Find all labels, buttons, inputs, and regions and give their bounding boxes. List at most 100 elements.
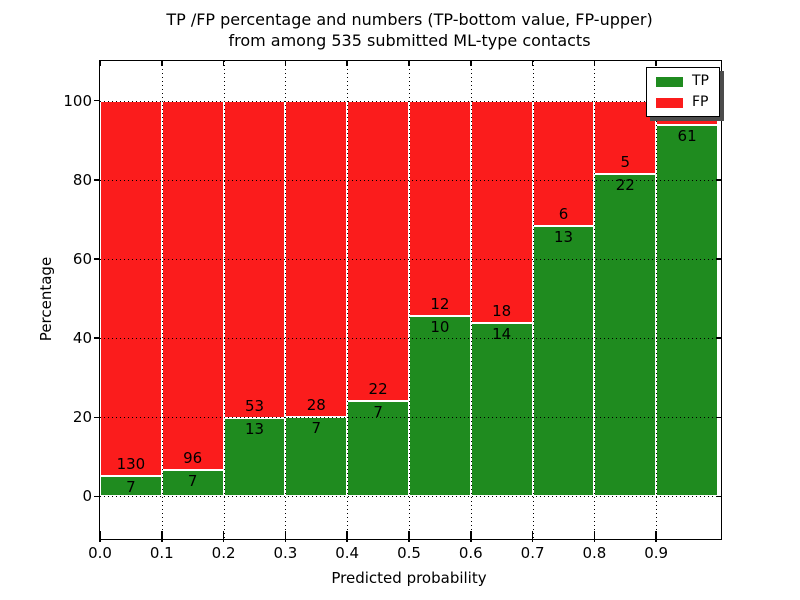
y-tick-inner-right: [716, 416, 721, 418]
gridline-vertical: [409, 61, 410, 539]
gridline-vertical: [347, 61, 349, 539]
fp-count-label: 12: [430, 295, 450, 314]
tp-count-label: 7: [373, 402, 383, 421]
y-tick: [94, 99, 99, 102]
bar-segment-tp: [223, 418, 286, 497]
y-tick: [94, 337, 99, 339]
fp-count-label: 28: [306, 396, 326, 415]
x-tick: [655, 536, 657, 542]
x-tick: [593, 536, 596, 542]
x-tick-inner-top: [161, 61, 163, 66]
bar-segment-tp: [100, 476, 162, 497]
x-tick-inner-bottom: [593, 531, 596, 536]
fp-count-label: 130: [116, 455, 146, 474]
tp-count-label: 61: [677, 126, 697, 145]
x-tick-label: 0.5: [397, 544, 421, 562]
y-tick-label: 100: [63, 91, 92, 110]
y-tick-label: 80: [72, 170, 92, 189]
tp-count-label: 7: [311, 419, 322, 438]
bar-segment-tp: [470, 323, 533, 497]
tp-count-label: 7: [126, 478, 136, 497]
bar-segment-tp: [409, 316, 471, 497]
legend-entry-fp: FP: [656, 95, 709, 110]
x-tick-inner-top: [593, 61, 596, 66]
bar-segment-tp: [532, 225, 595, 497]
x-tick-inner-bottom: [655, 531, 657, 536]
bar-segment-fp: [409, 100, 471, 317]
bar-segment-tp: [594, 173, 657, 497]
x-tick-label: 0.0: [88, 544, 112, 562]
gridline-vertical: [656, 61, 658, 539]
gridline-horizontal: [100, 100, 721, 102]
x-tick-inner-top: [408, 61, 410, 66]
gridline-vertical: [532, 61, 534, 539]
gridline-vertical: [470, 61, 472, 539]
fp-count-label: 6: [558, 204, 569, 223]
fp-count-label: 53: [244, 397, 265, 416]
fp-count-label: 22: [368, 379, 388, 398]
x-tick-inner-bottom: [408, 531, 410, 536]
gridline-vertical: [594, 61, 596, 539]
tp-count-label: 10: [430, 318, 450, 337]
fp-swatch-icon: [656, 97, 683, 108]
bar-segment-tp: [656, 124, 718, 497]
y-tick: [94, 416, 99, 418]
gridline-horizontal: [100, 179, 721, 181]
bar-segment-fp: [532, 100, 595, 226]
x-tick: [161, 536, 163, 542]
x-tick-label: 0.8: [582, 544, 607, 562]
tp-count-label: 22: [615, 175, 635, 194]
gridline-vertical: [161, 61, 163, 539]
x-tick-label: 0.4: [335, 544, 360, 562]
x-tick-inner-top: [222, 61, 225, 66]
y-tick: [94, 495, 99, 498]
y-tick-label: 0: [82, 487, 92, 506]
bar-segment-fp: [100, 100, 162, 477]
x-tick-label: 0.2: [211, 544, 236, 562]
x-tick: [408, 536, 410, 542]
y-tick-inner-right: [716, 337, 721, 339]
y-tick-inner-right: [716, 179, 721, 181]
y-tick-inner-right: [716, 495, 721, 498]
legend-entry-tp: TP: [656, 74, 709, 89]
x-tick: [222, 536, 225, 542]
y-tick: [94, 179, 99, 181]
x-tick-inner-bottom: [531, 531, 534, 536]
gridline-vertical: [285, 61, 287, 539]
chart-title-line1: TP /FP percentage and numbers (TP-bottom…: [166, 10, 653, 29]
gridline-vertical: [223, 61, 225, 539]
x-tick-inner-top: [284, 61, 287, 66]
x-tick-label: 0.3: [273, 544, 298, 562]
x-tick-inner-top: [99, 61, 101, 66]
plot-area: 1307967531328722712101814613522461020406…: [63, 60, 722, 562]
x-tick-inner-bottom: [99, 531, 101, 536]
gridline-horizontal: [100, 496, 721, 498]
x-tick: [346, 536, 348, 542]
fp-count-label: 5: [620, 152, 631, 171]
tp-swatch-icon: [656, 76, 683, 87]
fp-count-label: 96: [183, 448, 203, 467]
y-tick-inner-right: [716, 258, 721, 260]
x-tick: [99, 536, 101, 542]
tp-legend-label: TP: [692, 73, 709, 89]
x-tick: [284, 536, 287, 542]
fp-legend-label: FP: [692, 94, 709, 110]
bar-segment-fp: [347, 100, 409, 401]
x-tick-label: 0.7: [520, 544, 545, 562]
x-tick: [531, 536, 534, 542]
x-axis-label: Predicted probability: [331, 569, 487, 587]
bar-segment-fp: [470, 100, 533, 324]
legend: TP FP: [646, 67, 720, 117]
gridline-horizontal: [100, 417, 721, 419]
x-tick-inner-bottom: [346, 531, 348, 536]
tp-count-label: 13: [553, 227, 574, 246]
x-tick-inner-bottom: [161, 531, 163, 536]
x-tick-inner-bottom: [284, 531, 287, 536]
gridline-horizontal: [100, 258, 721, 260]
y-tick-label: 60: [72, 249, 92, 268]
x-tick-label: 0.1: [149, 544, 174, 562]
x-tick-label: 0.6: [458, 544, 483, 562]
tp-count-label: 13: [244, 420, 265, 439]
x-tick-inner-top: [655, 61, 657, 66]
